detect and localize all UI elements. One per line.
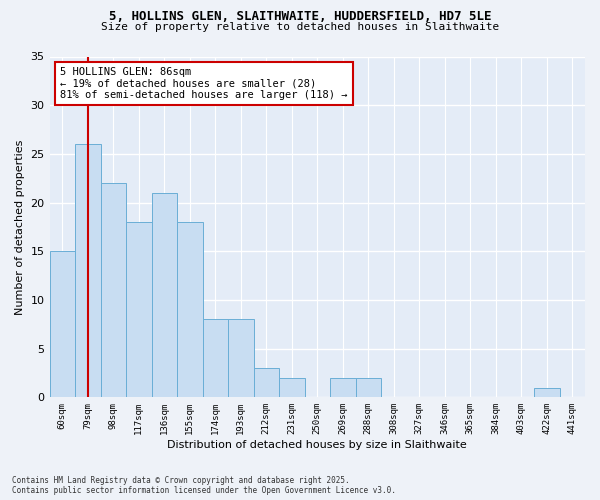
Text: Size of property relative to detached houses in Slaithwaite: Size of property relative to detached ho… (101, 22, 499, 32)
Bar (152, 193, 177, 398)
Bar (177, 222, 203, 398)
X-axis label: Distribution of detached houses by size in Slaithwaite: Distribution of detached houses by size … (167, 440, 467, 450)
Bar (50, 252, 75, 398)
Bar (254, 368, 279, 398)
Bar (356, 378, 381, 398)
Bar (126, 222, 152, 398)
Bar (101, 183, 126, 398)
Bar (534, 388, 560, 398)
Text: 5, HOLLINS GLEN, SLAITHWAITE, HUDDERSFIELD, HD7 5LE: 5, HOLLINS GLEN, SLAITHWAITE, HUDDERSFIE… (109, 10, 491, 23)
Text: 5 HOLLINS GLEN: 86sqm
← 19% of detached houses are smaller (28)
81% of semi-deta: 5 HOLLINS GLEN: 86sqm ← 19% of detached … (60, 66, 348, 100)
Text: Contains HM Land Registry data © Crown copyright and database right 2025.
Contai: Contains HM Land Registry data © Crown c… (12, 476, 396, 495)
Bar (330, 378, 356, 398)
Bar (75, 144, 101, 398)
Bar (203, 320, 228, 398)
Y-axis label: Number of detached properties: Number of detached properties (15, 139, 25, 314)
Bar (279, 378, 305, 398)
Bar (228, 320, 254, 398)
